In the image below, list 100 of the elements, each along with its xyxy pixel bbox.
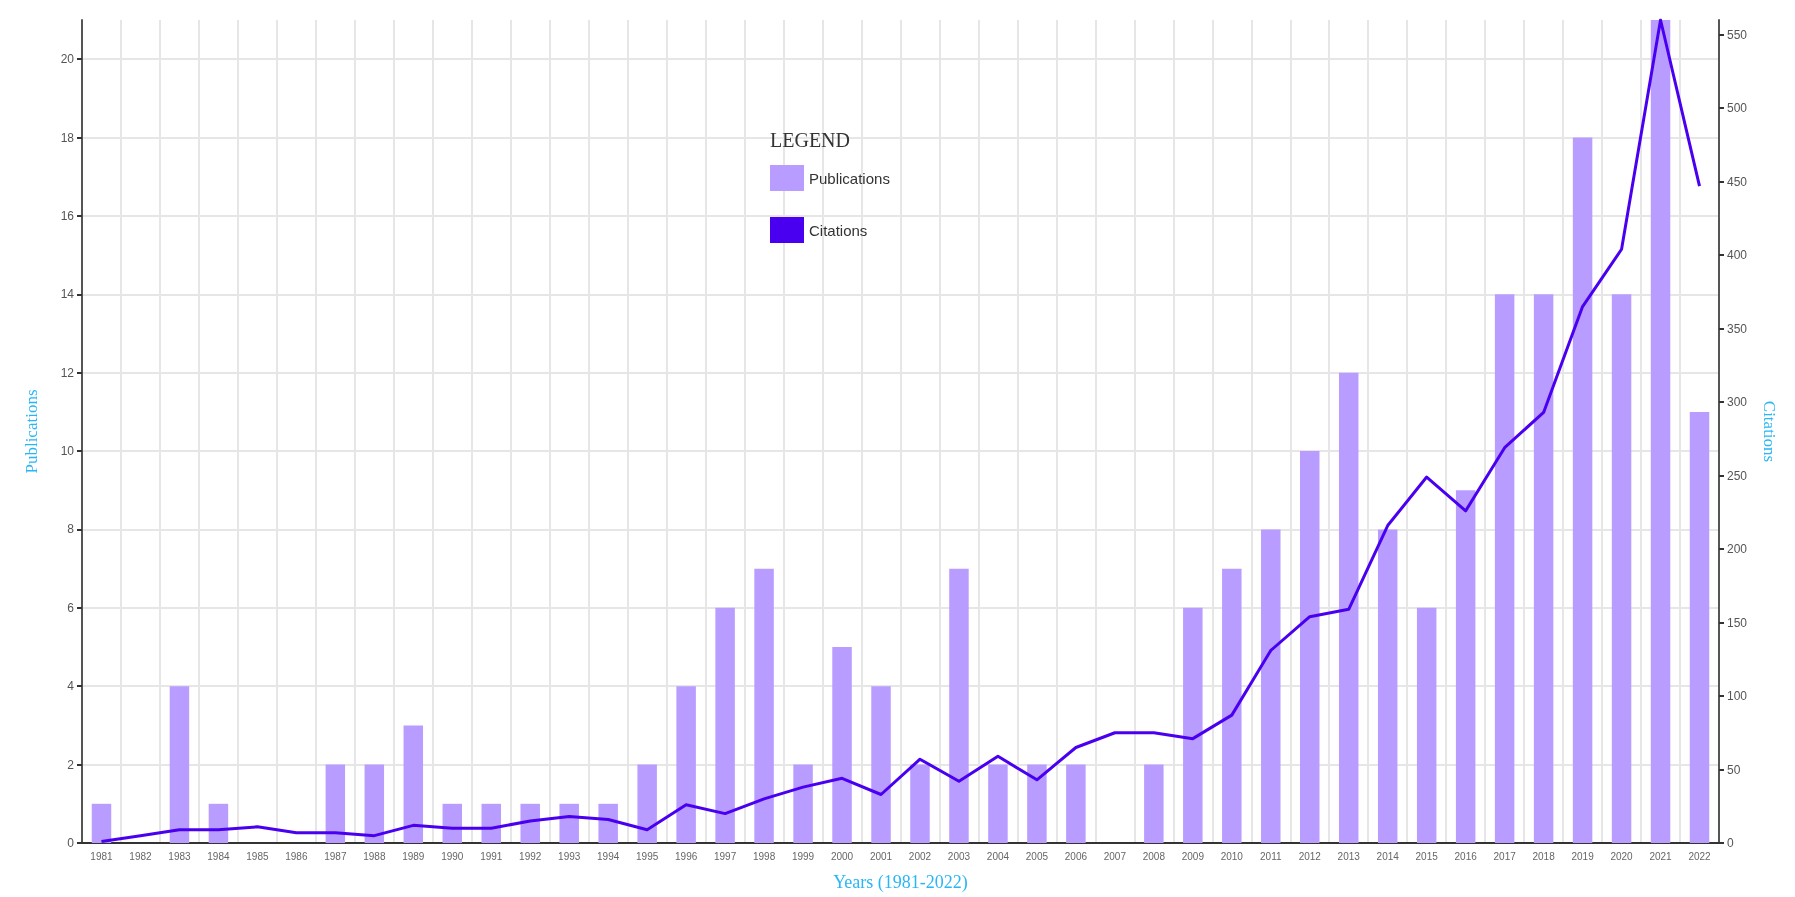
bar [1416,607,1437,843]
bar [1066,764,1086,843]
y-tick-label: 8 [67,522,75,537]
x-tick-label: 1982 [129,850,153,862]
bar [403,725,424,843]
x-tick-label: 1986 [285,850,308,862]
bar [1183,607,1203,843]
bar [325,764,346,843]
x-tick-label: 2008 [1142,850,1166,862]
x-tick-label: 2009 [1181,850,1205,862]
bar [1455,490,1476,843]
y-axis-title: Publications [22,389,41,474]
y-tick-label: 14 [60,287,75,302]
y-tick-label: 16 [60,208,75,223]
bar [988,764,1008,843]
bar [1338,372,1359,843]
bar [676,686,696,843]
bar [1611,294,1632,843]
bar [1650,20,1671,843]
y-tick-label: 18 [60,130,75,145]
y2-tick-label: 400 [1727,248,1748,263]
y-tick-label: 10 [60,444,75,459]
x-tick-label: 1995 [636,850,659,862]
x-tick-label: 1994 [597,850,620,862]
x-tick-label: 1992 [519,850,542,862]
x-tick-label: 2010 [1220,850,1244,862]
x-tick-label: 2013 [1337,850,1361,862]
bar [364,764,385,843]
x-tick-label: 1993 [558,850,581,862]
x-tick-label: 1987 [324,850,347,862]
bar [754,568,774,843]
bar [1261,529,1281,843]
y2-tick-label: 350 [1727,321,1748,336]
y-tick-label: 12 [60,365,75,380]
x-tick-label: 2000 [830,850,854,862]
legend-title: LEGEND [770,129,850,151]
bar [949,568,969,843]
bar [793,764,813,843]
bar [1689,411,1710,843]
x-tick-label: 2003 [947,850,971,862]
x-tick-label: 2001 [869,850,893,862]
x-tick-label: 2020 [1610,850,1634,862]
y-tick-label: 2 [67,757,75,772]
bar [481,803,501,843]
bar [637,764,657,843]
x-tick-label: 2004 [986,850,1010,862]
bar [442,803,463,843]
x-tick-label: 2006 [1064,850,1088,862]
bar [871,686,891,843]
bar [1377,529,1398,843]
x-tick-label: 2002 [908,850,932,862]
y2-tick-label: 100 [1727,689,1748,704]
x-tick-label: 1983 [168,850,191,862]
x-tick-label: 2011 [1260,850,1282,862]
bar [1144,764,1164,843]
x-tick-label: 2019 [1571,850,1595,862]
x-tick-label: 2007 [1103,850,1127,862]
y-tick-label: 0 [67,836,75,850]
x-tick-label: 2016 [1454,850,1478,862]
x-tick-label: 2018 [1532,850,1556,862]
y-tick-label: 20 [60,52,75,67]
x-tick-label: 2015 [1415,850,1439,862]
bar [715,607,735,843]
bar [1300,451,1320,843]
x-axis-title: Years (1981-2022) [833,872,968,893]
y2-tick-label: 200 [1727,542,1748,557]
bar [1027,764,1047,843]
y2-tick-label: 250 [1727,468,1748,483]
x-tick-label: 1989 [402,850,425,862]
y-tick-label: 4 [67,679,75,694]
bar [598,803,618,843]
bar [1572,137,1593,843]
bar [832,647,852,843]
x-tick-label: 1997 [713,850,737,862]
x-tick-label: 1996 [675,850,698,862]
y2-tick-label: 150 [1727,615,1748,630]
x-tick-label: 1984 [207,850,230,862]
line-series [99,18,1702,844]
bar [520,803,540,843]
x-tick-label: 1998 [752,850,776,862]
y2-tick-label: 500 [1727,101,1748,116]
legend-label: Publications [809,169,890,187]
y-tick-label: 6 [67,600,75,615]
bar [208,803,229,843]
x-tick-label: 1999 [791,850,815,862]
x-tick-label: 2014 [1376,850,1400,862]
x-tick-label: 2017 [1493,850,1517,862]
legend-label: Citations [809,221,868,239]
x-tick-label: 1981 [90,850,114,862]
y2-tick-label: 0 [1727,836,1734,850]
bar [559,803,579,843]
y2-tick-label: 50 [1727,762,1741,777]
y2-tick-label: 450 [1727,174,1748,189]
y2-tick-label: 550 [1727,27,1748,42]
x-tick-label: 2022 [1688,850,1712,862]
x-tick-label: 2021 [1649,850,1673,862]
x-tick-label: 1990 [441,850,464,862]
bar [910,764,930,843]
x-tick-label: 1985 [246,850,269,862]
bar [1533,294,1554,843]
